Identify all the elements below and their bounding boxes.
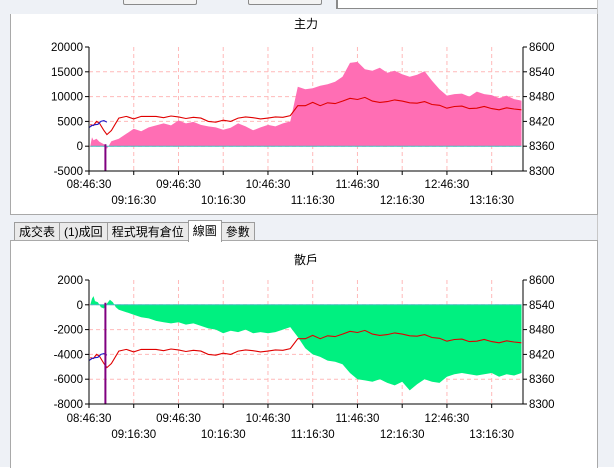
tab-line-chart[interactable]: 線圖: [187, 220, 222, 242]
retail-y-left-tick-label: -4000: [54, 349, 83, 361]
retail-y-right-tick-label: 8420: [529, 349, 555, 361]
retail-position-area: [90, 296, 522, 391]
retail-premarket-line: [88, 353, 108, 362]
main-x-tick-label-top: 09:46:30: [156, 179, 201, 191]
main-y-left-tick-label: 20000: [51, 42, 83, 54]
retail-chart: 散戶 2000 0 -2000 -4000 -6000 -8000 8600 8540 8480 8…: [54, 252, 555, 441]
tab-trade-table[interactable]: 成交表: [14, 222, 61, 241]
tab-parameters[interactable]: 參數: [220, 222, 255, 241]
main-y-left-tick-label: -5000: [54, 166, 83, 178]
main-x-tick-label-bottom: 09:16:30: [111, 195, 156, 207]
main-y-right-tick-label: 8480: [529, 92, 555, 104]
main-x-tick-label-bottom: 10:16:30: [201, 195, 246, 207]
retail-y-left-tick-label: -8000: [54, 399, 83, 411]
main-x-tick-label-bottom: 12:16:30: [380, 195, 425, 207]
main-y-right-tick-label: 8360: [529, 141, 555, 153]
retail-x-tick-label-top: 12:46:30: [425, 413, 470, 425]
retail-x-tick-label-top: 09:46:30: [156, 413, 201, 425]
retail-x-tick-label-bottom: 13:16:30: [469, 429, 514, 441]
top-right-pane: [336, 0, 614, 9]
retail-y-left-tick-label: 2000: [57, 275, 83, 287]
left-gutter: [0, 14, 10, 467]
main-x-tick-label-bottom: 11:16:30: [291, 195, 335, 207]
main-x-tick-label-top: 11:46:30: [335, 179, 379, 191]
main-y-left-tick-label: 5000: [57, 116, 83, 128]
retail-y-right-tick-label: 8600: [529, 275, 555, 287]
main-y-left-tick-label: 15000: [51, 67, 83, 79]
main-index-price-line: [90, 96, 522, 136]
main-y-left-tick-label: 10000: [51, 92, 83, 104]
tab-program-positions[interactable]: 程式現有倉位: [106, 222, 189, 241]
main-y-left-tick-label: 0: [77, 141, 83, 153]
retail-y-right-tick-label: 8540: [529, 300, 555, 312]
retail-x-tick-label-top: 10:46:30: [246, 413, 291, 425]
retail-y-right-tick-label: 8360: [529, 374, 555, 386]
tab-reports[interactable]: (1)成回: [59, 222, 108, 241]
retail-y-left-tick-label: -2000: [54, 325, 83, 337]
main-y-right-tick-label: 8540: [529, 67, 555, 79]
top-toolbar-strip: [0, 0, 614, 14]
main-y-right-tick-label: 8600: [529, 42, 555, 54]
tab-bar: 成交表 (1)成回 程式現有倉位 線圖 參數: [14, 219, 255, 242]
main-y-right-tick-label: 8300: [529, 166, 555, 178]
right-scroll-gutter: [597, 0, 614, 467]
main-x-tick-label-top: 10:46:30: [246, 179, 291, 191]
main-force-chart: 主力 20000 15000 10000 5000 0 -5000 8600 8540 8480 8…: [51, 17, 555, 207]
retail-x-tick-label-top: 08:46:30: [67, 413, 112, 425]
retail-y-left-tick-label: 0: [77, 300, 83, 312]
retail-y-right-tick-label: 8300: [529, 399, 555, 411]
retail-y-left-tick-label: -6000: [54, 374, 83, 386]
toolbar-button-right[interactable]: [248, 0, 322, 5]
main-x-tick-label-bottom: 13:16:30: [469, 195, 514, 207]
retail-x-tick-label-bottom: 12:16:30: [380, 429, 425, 441]
retail-chart-panel: 散戶 2000 0 -2000 -4000 -6000 -8000 8600 8540 8480 8…: [10, 240, 598, 468]
main-premarket-line: [88, 120, 108, 129]
toolbar-button-left[interactable]: [123, 0, 197, 5]
retail-y-right-tick-label: 8480: [529, 325, 555, 337]
main-x-tick-label-top: 12:46:30: [425, 179, 470, 191]
retail-x-tick-label-bottom: 10:16:30: [201, 429, 246, 441]
main-chart-title: 主力: [294, 17, 318, 31]
main-force-chart-panel: 主力 20000 15000 10000 5000 0 -5000 8600 8540 8480 8…: [10, 14, 598, 215]
retail-x-tick-label-top: 11:46:30: [335, 413, 379, 425]
retail-x-tick-label-bottom: 09:16:30: [111, 429, 156, 441]
retail-index-price-line: [90, 329, 522, 369]
retail-chart-title: 散戶: [294, 252, 318, 267]
retail-x-tick-label-bottom: 11:16:30: [291, 429, 335, 441]
main-x-tick-label-top: 08:46:30: [67, 179, 112, 191]
main-y-right-tick-label: 8420: [529, 116, 555, 128]
